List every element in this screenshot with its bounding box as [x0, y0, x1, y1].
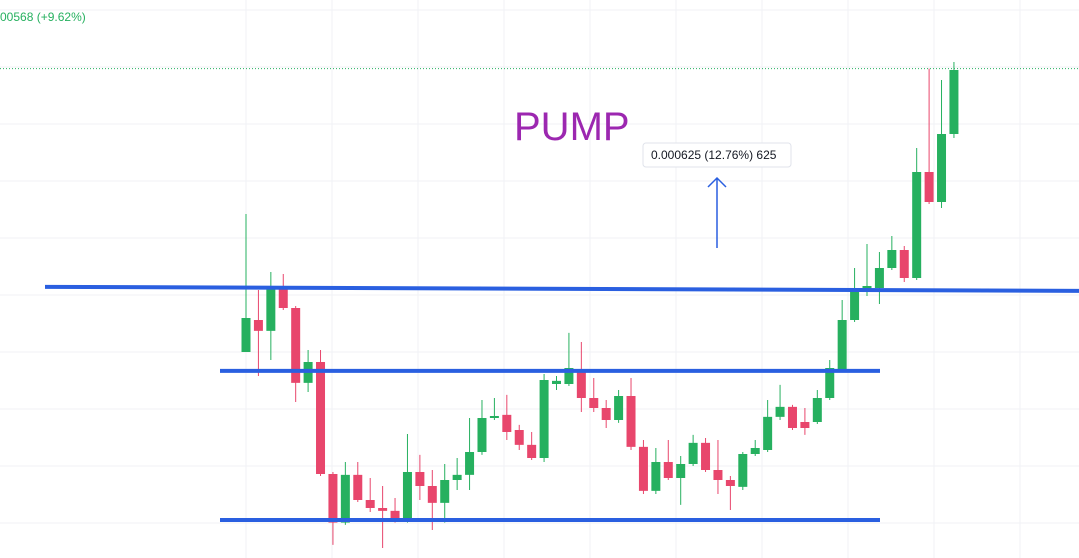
candle-body: [701, 442, 711, 470]
candle-body: [390, 510, 400, 521]
candle-body: [688, 442, 698, 464]
candle-body: [837, 320, 847, 370]
candle-body: [539, 380, 549, 458]
candle-body: [328, 474, 338, 523]
candle-body: [750, 448, 760, 454]
candle-body: [663, 462, 673, 478]
candle-body: [514, 430, 524, 445]
candle-body: [949, 70, 959, 134]
candle-body: [365, 500, 375, 508]
candle-body: [316, 362, 326, 474]
candle-body: [850, 290, 860, 320]
candle-body: [912, 172, 922, 278]
candle-body: [502, 414, 512, 432]
candle-body: [589, 398, 599, 408]
candle-body: [378, 508, 388, 511]
candle-body: [899, 250, 909, 278]
candle-body: [812, 398, 822, 422]
candle-body: [725, 480, 735, 486]
candle-body: [402, 472, 412, 521]
candle-body: [887, 250, 897, 268]
candle-body: [266, 288, 276, 331]
candle-body: [489, 416, 499, 418]
candle-body: [353, 474, 363, 500]
measure-label: 0.000625 (12.76%) 625: [651, 148, 777, 162]
level-line: [44, 284, 1079, 293]
candle-body: [477, 418, 487, 452]
header-price: 00568 (+9.62%): [0, 10, 86, 24]
candle-body: [465, 452, 475, 475]
candle-body: [626, 396, 636, 447]
candle-body: [676, 464, 686, 478]
measure-box: [642, 142, 792, 168]
candle-body: [874, 268, 884, 288]
candle-body: [825, 368, 835, 398]
candle-body: [713, 470, 723, 480]
candle-body: [552, 380, 561, 384]
candle-body: [241, 318, 251, 352]
candle-body: [576, 370, 586, 398]
candle-body: [291, 308, 301, 383]
measure-arrow: [707, 176, 727, 248]
candle-body: [924, 172, 934, 202]
candle-body: [800, 422, 810, 428]
candle-body: [415, 472, 425, 486]
candle-body: [427, 486, 437, 503]
candle-body: [527, 444, 537, 458]
candle-body: [738, 454, 748, 487]
candle-body: [763, 416, 773, 450]
candle-body: [340, 474, 350, 523]
candle-body: [601, 408, 611, 420]
candle-body: [452, 474, 462, 480]
candle-body: [937, 134, 947, 202]
candle-body: [775, 406, 785, 417]
candle-body: [564, 368, 574, 384]
candle-body: [651, 462, 661, 491]
candle-body: [253, 320, 263, 331]
candle-body: [787, 406, 797, 428]
candle-body: [440, 480, 450, 503]
candle-body: [278, 288, 288, 308]
annotation: PUMP: [514, 105, 630, 149]
candle-body: [614, 396, 624, 420]
candle-body: [638, 446, 648, 491]
